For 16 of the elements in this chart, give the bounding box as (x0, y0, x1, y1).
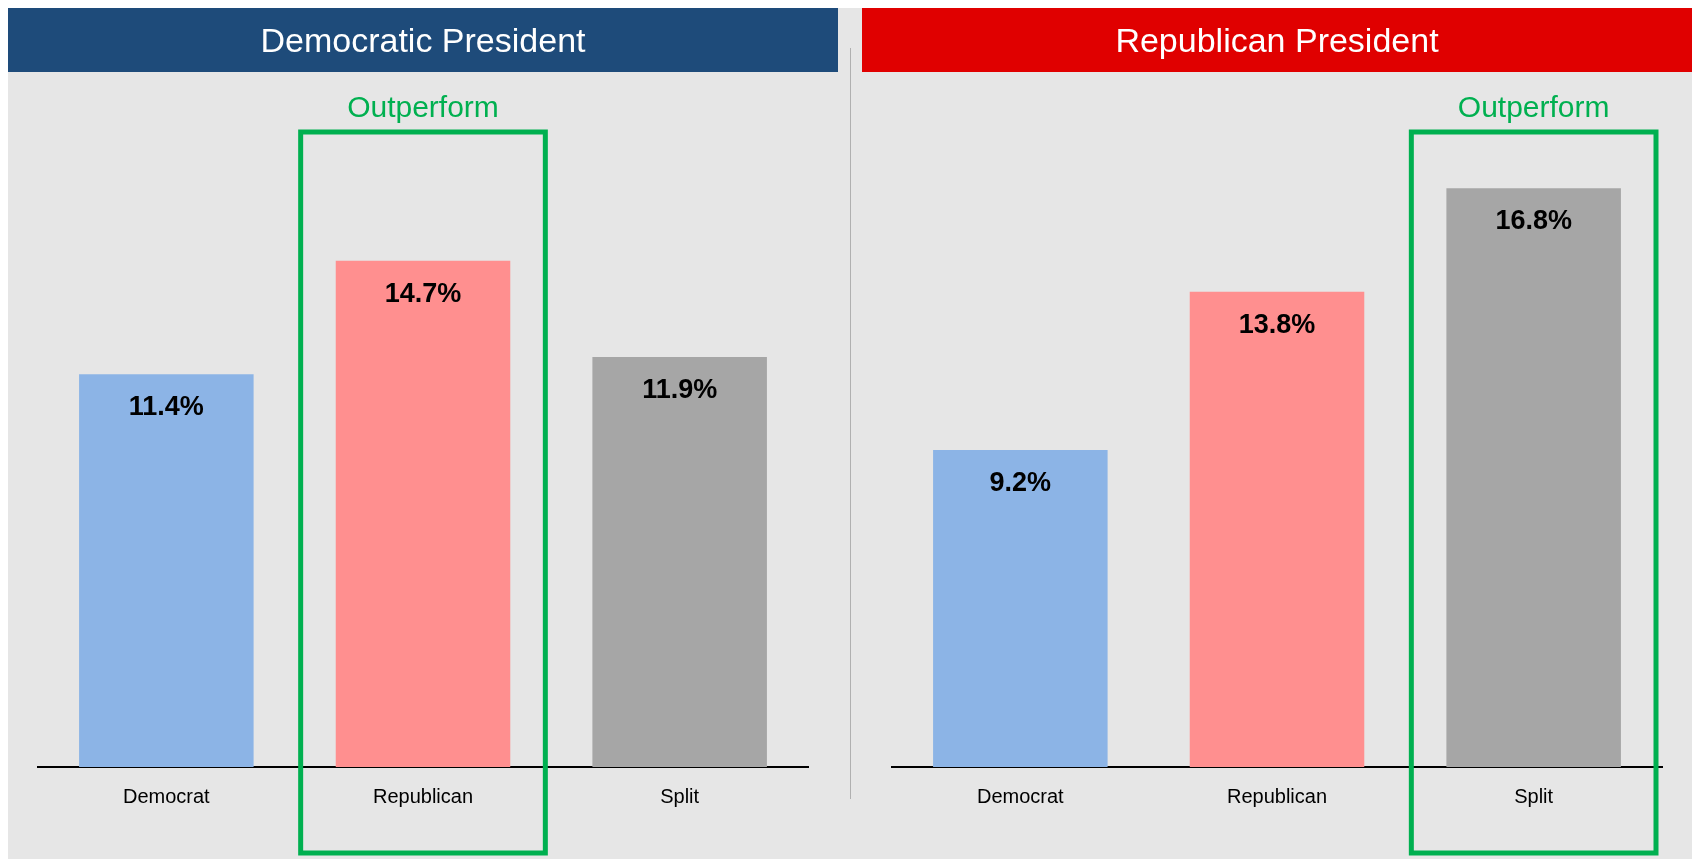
x-tick-label: Democrat (976, 784, 1065, 807)
text: Outperform (347, 90, 499, 124)
text: Outperform (1457, 90, 1610, 124)
data-label: 9.2% (989, 467, 1052, 498)
x-tick-label: Republican (372, 784, 474, 807)
data-label: 16.8% (1495, 205, 1572, 236)
data-label: 13.8% (1238, 308, 1316, 339)
x-tick-label: Republican (1226, 784, 1328, 807)
x-tick-label: Split (1514, 784, 1554, 807)
x-tick-label: Democrat (122, 784, 211, 807)
chart-title: Republican President (862, 8, 1692, 72)
data-label: 11.9% (642, 374, 718, 405)
data-label: 11.4% (128, 391, 204, 422)
chart-title: Democratic President (8, 8, 838, 72)
x-tick-label: Split (660, 784, 700, 807)
data-label: 14.7% (384, 277, 462, 308)
